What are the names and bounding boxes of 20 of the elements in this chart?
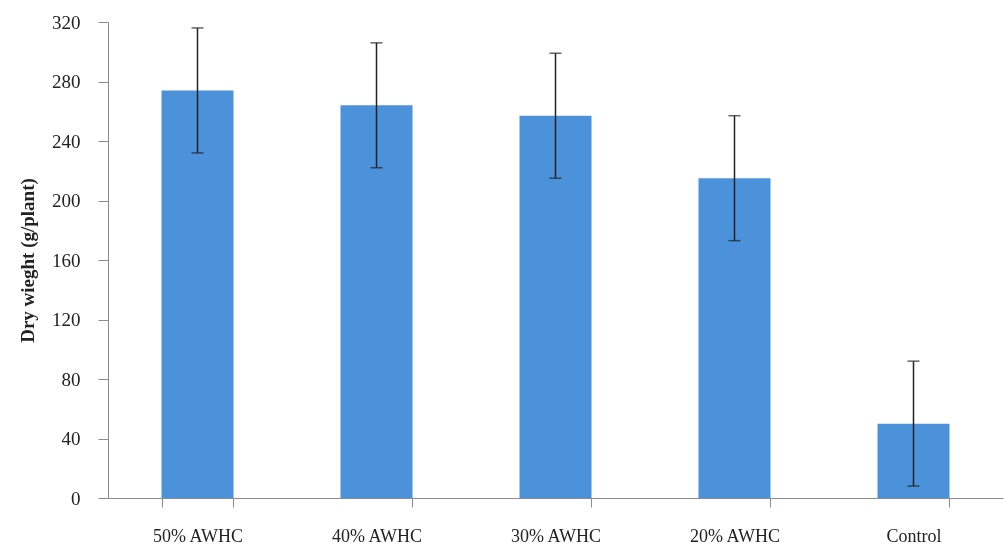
y-tick-label: 80 [61,368,81,390]
x-tick-label: 20% AWHC [689,525,781,546]
y-tick-label: 320 [52,11,81,33]
x-tick-label: 40% AWHC [331,525,423,546]
bar [519,115,592,498]
x-tick-label: Control [886,525,942,546]
bar [161,90,234,498]
x-tick-label: 30% AWHC [510,525,602,546]
y-tick-label: 40 [61,428,81,449]
x-tick-label: 50% AWHC [152,525,244,546]
y-tick-label: 280 [52,71,81,92]
y-tick-label: 160 [52,249,81,271]
y-tick-label: 240 [52,130,81,152]
y-tick-label: 120 [52,309,81,330]
bar [340,105,413,498]
y-tick-label: 0 [71,487,81,509]
y-tick-label: 200 [52,190,81,211]
bar [877,423,950,498]
bar [698,178,771,498]
y-axis-title: Dry wieght (g/plant) [17,178,39,343]
